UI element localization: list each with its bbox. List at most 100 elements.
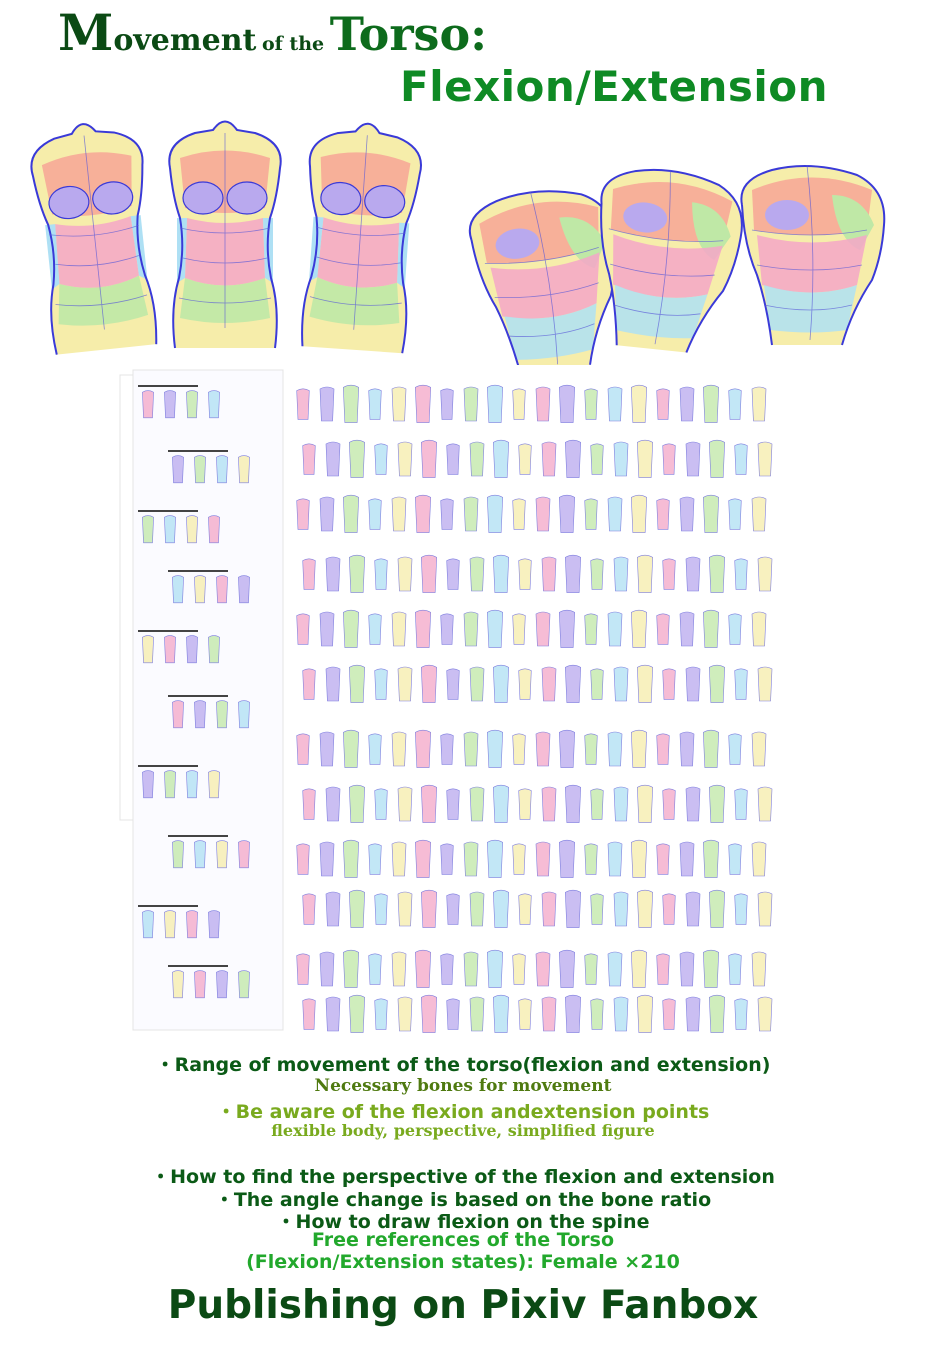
reference-figure-thumbnail	[656, 733, 670, 765]
reference-figure-thumbnail	[172, 700, 184, 729]
footer-publishing: Publishing on Pixiv Fanbox	[167, 1283, 759, 1328]
reference-figure-thumbnail	[486, 384, 504, 423]
reference-figure-thumbnail	[469, 666, 485, 702]
reference-figure-thumbnail	[613, 441, 629, 477]
reference-figure-thumbnail	[584, 388, 598, 420]
reference-figure-thumbnail	[342, 609, 360, 648]
reference-figure-thumbnail	[679, 386, 695, 422]
reference-figure-thumbnail	[164, 910, 176, 939]
reference-figure-thumbnail	[535, 496, 551, 532]
title-word-movement: ovement	[113, 23, 257, 58]
reference-figure-thumbnail	[541, 441, 557, 477]
torso-front-figure-1	[26, 120, 163, 357]
reference-figure-thumbnail	[486, 949, 504, 988]
reference-figure-thumbnail	[302, 668, 316, 700]
reference-figure-thumbnail	[194, 700, 206, 729]
reference-figure-thumbnail	[685, 556, 701, 592]
reference-figure-thumbnail	[296, 733, 310, 765]
reference-thumbnail-grid	[296, 384, 773, 1033]
reference-figure-thumbnail	[636, 664, 654, 703]
reference-figure-thumbnail	[708, 439, 726, 478]
reference-figure-thumbnail	[535, 951, 551, 987]
reference-figure-thumbnail	[607, 611, 623, 647]
reference-figure-thumbnail	[397, 786, 413, 822]
reference-figure-thumbnail	[142, 390, 154, 419]
reference-figure-thumbnail	[368, 613, 382, 645]
reference-figure-thumbnail	[440, 613, 454, 645]
feature-free-references: Free references of the Torso	[311, 1229, 615, 1251]
reference-figure-thumbnail	[734, 788, 748, 820]
reference-figure-thumbnail	[186, 390, 198, 419]
reference-figure-thumbnail	[238, 575, 250, 604]
tutorial-caption-line	[168, 695, 228, 697]
reference-figure-thumbnail	[469, 441, 485, 477]
feature-find-perspective: ・How to find the perspective of the flex…	[151, 1166, 775, 1188]
reference-figure-thumbnail	[613, 786, 629, 822]
reference-figure-thumbnail	[656, 843, 670, 875]
reference-figure-thumbnail	[679, 731, 695, 767]
reference-figure-thumbnail	[751, 496, 767, 532]
reference-figure-thumbnail	[558, 839, 576, 878]
reference-figure-thumbnail	[319, 951, 335, 987]
reference-figure-thumbnail	[368, 733, 382, 765]
reference-figure-thumbnail	[541, 556, 557, 592]
reference-figure-thumbnail	[728, 613, 742, 645]
reference-figure-thumbnail	[374, 893, 388, 925]
reference-figure-thumbnail	[757, 441, 773, 477]
reference-figure-thumbnail	[342, 494, 360, 533]
reference-figure-thumbnail	[374, 998, 388, 1030]
reference-figure-thumbnail	[702, 494, 720, 533]
reference-figure-thumbnail	[216, 970, 228, 999]
reference-figure-thumbnail	[584, 843, 598, 875]
reference-figure-thumbnail	[348, 784, 366, 823]
torso-front-figure-2	[168, 120, 282, 349]
reference-figure-thumbnail	[186, 635, 198, 664]
reference-figure-thumbnail	[564, 439, 582, 478]
reference-figure-thumbnail	[679, 496, 695, 532]
reference-figure-thumbnail	[662, 558, 676, 590]
tutorial-caption-line	[168, 835, 228, 837]
reference-figure-thumbnail	[734, 443, 748, 475]
reference-figure-thumbnail	[656, 498, 670, 530]
reference-figure-thumbnail	[446, 443, 460, 475]
reference-figure-thumbnail	[564, 554, 582, 593]
reference-figure-thumbnail	[512, 613, 526, 645]
reference-figure-thumbnail	[630, 384, 648, 423]
reference-figure-thumbnail	[751, 841, 767, 877]
reference-figure-thumbnail	[492, 889, 510, 928]
title-word-of-the: of the	[261, 33, 325, 55]
torso-bend-figure-2	[585, 162, 749, 358]
reference-figure-thumbnail	[420, 889, 438, 928]
reference-figure-thumbnail	[512, 733, 526, 765]
reference-figure-thumbnail	[302, 788, 316, 820]
reference-figure-thumbnail	[535, 386, 551, 422]
reference-figure-thumbnail	[518, 668, 532, 700]
reference-figure-thumbnail	[757, 891, 773, 927]
reference-figure-thumbnail	[708, 889, 726, 928]
reference-figure-thumbnail	[662, 443, 676, 475]
reference-figure-thumbnail	[463, 841, 479, 877]
reference-figure-thumbnail	[348, 889, 366, 928]
reference-figure-thumbnail	[558, 384, 576, 423]
reference-figure-thumbnail	[685, 786, 701, 822]
torso-front-figure-3	[295, 120, 425, 355]
reference-figure-thumbnail	[319, 386, 335, 422]
reference-figure-thumbnail	[702, 609, 720, 648]
reference-figure-thumbnail	[541, 996, 557, 1032]
reference-figure-thumbnail	[512, 388, 526, 420]
reference-figure-thumbnail	[708, 554, 726, 593]
reference-figure-thumbnail	[420, 784, 438, 823]
reference-figure-thumbnail	[541, 666, 557, 702]
reference-figure-thumbnail	[535, 611, 551, 647]
tutorial-caption-line	[138, 510, 198, 512]
reference-figure-thumbnail	[584, 953, 598, 985]
reference-figure-thumbnail	[535, 841, 551, 877]
reference-figure-thumbnail	[662, 893, 676, 925]
tutorial-caption-line	[168, 965, 228, 967]
reference-figure-thumbnail	[757, 666, 773, 702]
reference-figure-thumbnail	[391, 731, 407, 767]
reference-figure-thumbnail	[679, 841, 695, 877]
reference-figure-thumbnail	[613, 891, 629, 927]
reference-figure-thumbnail	[685, 441, 701, 477]
reference-figure-thumbnail	[512, 953, 526, 985]
